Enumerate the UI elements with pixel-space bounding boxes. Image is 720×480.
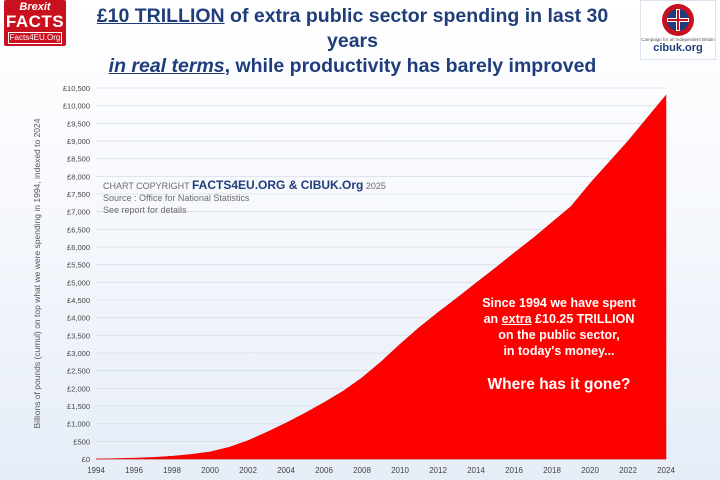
area-series: [95, 94, 667, 460]
y-tick-label: £9,500: [67, 119, 90, 128]
title-highlight-1: £10 TRILLION: [96, 5, 225, 27]
details-line: See report for details: [103, 205, 187, 215]
copyright-block: CHART COPYRIGHT FACTS4EU.ORG & CIBUK.Org…: [103, 179, 386, 216]
x-tick-label: 1998: [163, 466, 181, 475]
cib-logo: Campaign for an Independent Britain cibu…: [640, 0, 716, 60]
x-tick-label: 2010: [391, 466, 409, 475]
title-highlight-2: in real terms: [108, 55, 225, 77]
y-tick-label: £4,500: [67, 296, 90, 305]
x-tick-label: 1996: [125, 466, 143, 475]
y-tick-label: £3,500: [67, 331, 90, 340]
y-tick-label: £5,500: [67, 261, 90, 270]
y-tick-label: £7,000: [67, 208, 90, 217]
chart-title: £10 TRILLION of extra public sector spen…: [70, 4, 635, 79]
y-tick-label: £1,500: [67, 402, 90, 411]
x-tick-label: 2012: [429, 466, 447, 475]
annotation-line-2-pre: an: [483, 312, 502, 326]
brexit-facts-logo: Brexit FACTS Facts4EU.Org: [4, 0, 66, 46]
x-axis-ticks: 1994 1996 1998 2000 2002 2004 2006 2008 2010 2012…: [87, 466, 675, 475]
title-line-1: £10 TRILLION of extra public sector spen…: [70, 4, 635, 54]
y-tick-label: £8,000: [67, 172, 90, 181]
source-line: Source : Office for National Statistics: [103, 193, 250, 203]
y-axis-ticks: £0 £500 £1,000 £1,500 £2,000 £2,500 £3,000 £3,5…: [63, 84, 90, 464]
title-line-2: in real terms, while productivity has ba…: [70, 54, 635, 79]
y-tick-label: £4,000: [67, 314, 90, 323]
x-tick-label: 2024: [657, 466, 675, 475]
x-tick-label: 2004: [277, 466, 295, 475]
y-tick-label: £2,500: [67, 367, 90, 376]
y-tick-label: £1,000: [67, 420, 90, 429]
y-tick-label: £500: [73, 437, 90, 446]
annotation: Since 1994 we have spent an extra £10.25…: [464, 295, 654, 393]
x-tick-label: 2014: [467, 466, 485, 475]
annotation-line-2-post: £10.25 TRILLION: [531, 312, 635, 326]
y-tick-label: £2,000: [67, 384, 90, 393]
y-tick-label: £6,000: [67, 243, 90, 252]
annotation-line-2: an extra £10.25 TRILLION: [464, 311, 654, 327]
x-tick-label: 2022: [619, 466, 637, 475]
cib-tagline: Campaign for an Independent Britain: [641, 37, 715, 42]
y-tick-label: £8,500: [67, 155, 90, 164]
x-tick-label: 1994: [87, 466, 105, 475]
title-rest-2: , while productivity has barely improved: [224, 55, 597, 77]
annotation-line-2-underline: extra: [501, 312, 532, 326]
plot-area: [95, 94, 667, 460]
logo-line-1: Brexit: [19, 1, 51, 13]
copyright-line: CHART COPYRIGHT FACTS4EU.ORG & CIBUK.Org…: [103, 179, 386, 192]
annotation-question: Where has it gone?: [487, 376, 631, 393]
x-tick-label: 2018: [543, 466, 561, 475]
y-tick-label: £0: [82, 455, 90, 464]
cib-site: cibuk.org: [653, 42, 703, 54]
x-tick-label: 2006: [315, 466, 333, 475]
logo-line-2: FACTS: [5, 12, 65, 31]
x-tick-label: 2008: [353, 466, 371, 475]
y-axis-label: Billions of pounds (cumul) on top what w…: [32, 118, 42, 428]
cib-logo-icon: [662, 4, 694, 36]
annotation-line-3: on the public sector,: [498, 328, 620, 342]
copyright-brand: FACTS4EU.ORG & CIBUK.Org: [192, 178, 364, 192]
x-tick-label: 2002: [239, 466, 257, 475]
logo-line-3: Facts4EU.Org: [8, 32, 62, 44]
x-tick-label: 2020: [581, 466, 599, 475]
x-tick-label: 2000: [201, 466, 219, 475]
title-rest-1: of extra public sector spending in last …: [224, 5, 609, 52]
y-tick-label: £3,000: [67, 349, 90, 358]
y-tick-label: £10,500: [63, 84, 90, 93]
annotation-line-4: in today's money...: [503, 344, 615, 358]
y-tick-label: £9,000: [67, 137, 90, 146]
copyright-year: 2025: [363, 181, 386, 191]
y-tick-label: £7,500: [67, 190, 90, 199]
y-tick-label: £10,000: [63, 102, 90, 111]
annotation-line-1: Since 1994 we have spent: [482, 296, 636, 310]
y-tick-label: £5,000: [67, 278, 90, 287]
y-tick-label: £6,500: [67, 225, 90, 234]
copyright-prefix: CHART COPYRIGHT: [103, 181, 193, 191]
x-tick-label: 2016: [505, 466, 523, 475]
